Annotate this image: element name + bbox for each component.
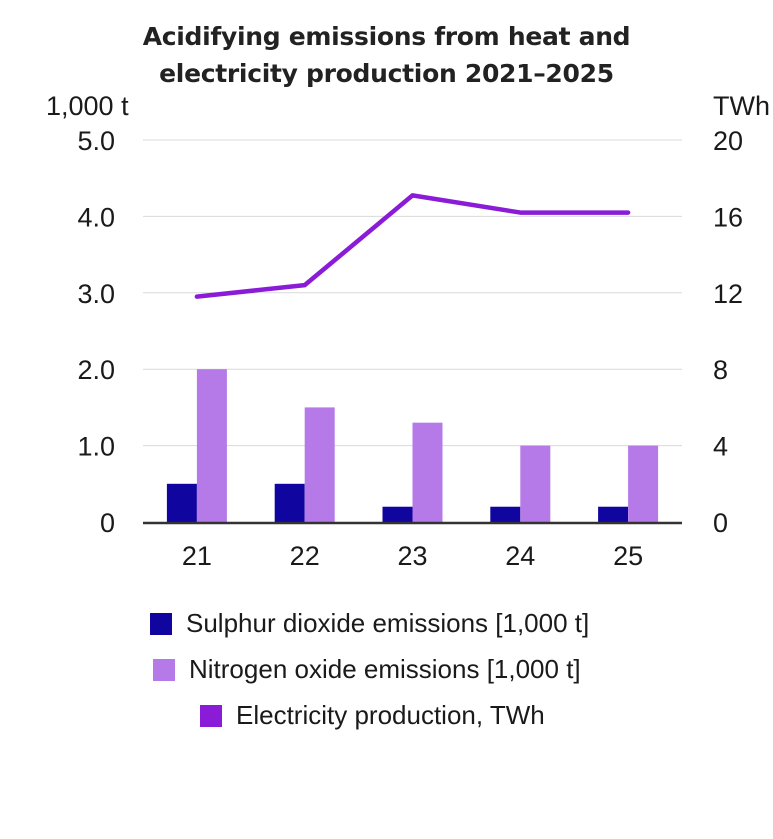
right-axis-tick-label: 0: [713, 508, 728, 538]
bar-sulphur-24: [490, 506, 521, 522]
right-axis-tick-label: 16: [713, 202, 743, 232]
chart-title: Acidifying emissions from heat and elect…: [0, 18, 773, 92]
bar-sulphur-25: [598, 506, 629, 522]
bar-nitrogen-24: [520, 445, 551, 522]
left-axis-tick-label: 3.0: [77, 279, 115, 309]
legend-swatch-nitrogen: [153, 658, 175, 681]
legend-label-sulphur: Sulphur dioxide emissions [1,000 t]: [186, 608, 590, 638]
left-axis-tick-label: 2.0: [77, 355, 115, 385]
right-axis-tick-label: 4: [713, 432, 728, 462]
x-axis-tick-label: 24: [505, 541, 535, 571]
left-axis-tick-label: 4.0: [77, 202, 115, 232]
bar-nitrogen-21: [196, 369, 227, 522]
line-electricity-production: [194, 193, 631, 299]
right-axis-tick-label: 12: [713, 279, 743, 309]
bar-sulphur-21: [166, 483, 197, 522]
x-axis-tick-label: 22: [290, 541, 320, 571]
chart-title-line-2: electricity production 2021–2025: [159, 59, 614, 88]
legend-swatch-electricity: [200, 704, 222, 727]
bar-sulphur-23: [382, 506, 413, 522]
bar-sulphur-22: [274, 483, 305, 522]
left-axis-label: 1,000 t: [46, 91, 129, 121]
chart-title-line-1: Acidifying emissions from heat and: [142, 22, 631, 51]
right-axis-tick-label: 20: [713, 126, 743, 156]
x-axis-tick-label: 25: [613, 541, 643, 571]
right-axis-tick-label: 8: [713, 355, 728, 385]
bar-nitrogen-23: [412, 422, 443, 522]
legend-swatch-sulphur: [150, 612, 172, 635]
legend-item-nitrogen: Nitrogen oxide emissions [1,000 t]: [153, 654, 581, 685]
right-axis-label: TWh: [713, 91, 770, 121]
legend-label-nitrogen: Nitrogen oxide emissions [1,000 t]: [189, 654, 581, 684]
bar-nitrogen-25: [628, 445, 659, 522]
left-axis-tick-label: 0: [100, 508, 115, 538]
legend-item-electricity: Electricity production, TWh: [200, 700, 545, 731]
left-axis-tick-label: 1.0: [77, 432, 115, 462]
legend-label-electricity: Electricity production, TWh: [236, 700, 545, 730]
x-axis-tick-label: 23: [397, 541, 427, 571]
legend-item-sulphur: Sulphur dioxide emissions [1,000 t]: [150, 608, 589, 639]
left-axis-tick-label: 5.0: [77, 126, 115, 156]
bar-nitrogen-22: [304, 407, 335, 522]
x-axis-tick-label: 21: [182, 541, 212, 571]
